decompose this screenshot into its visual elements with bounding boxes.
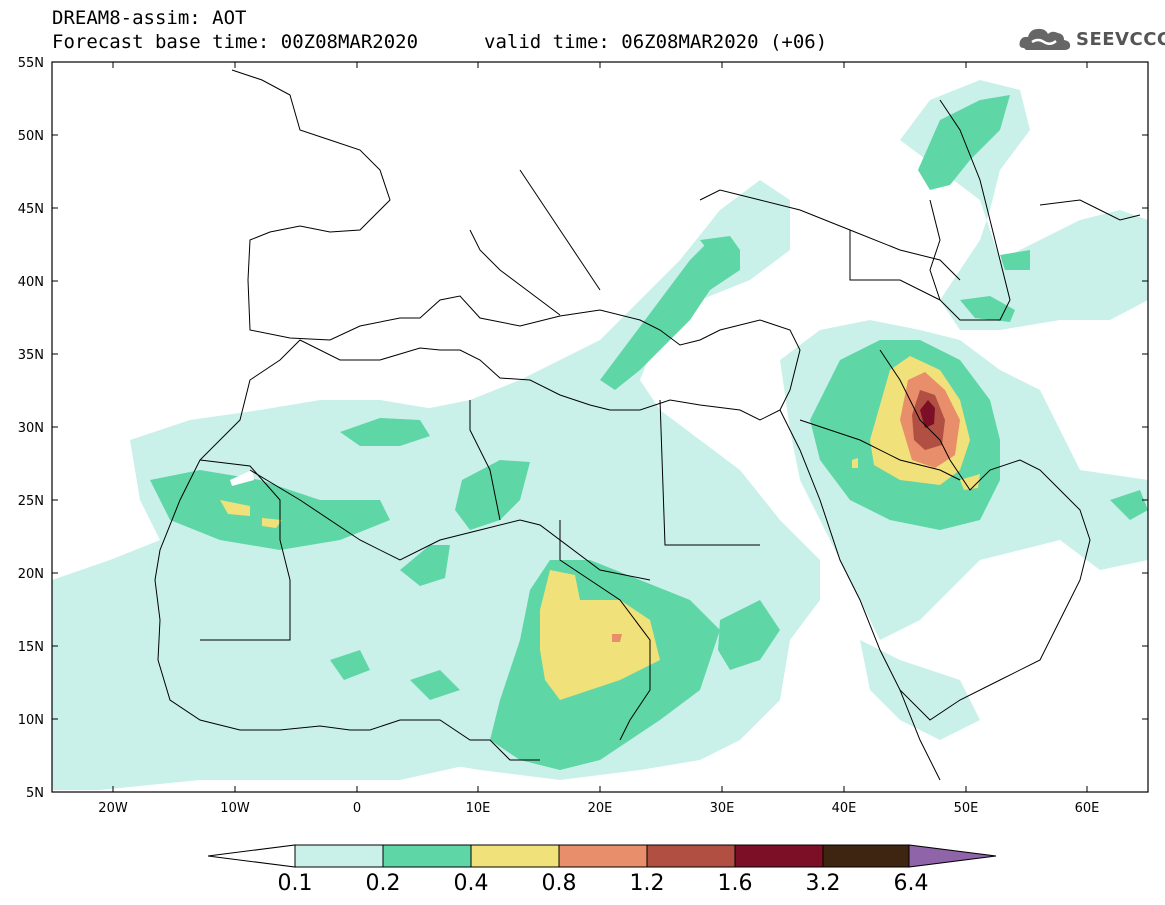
colorbar-labels: 0.1 0.2 0.4 0.8 1.2 1.6 3.2 6.4 <box>278 871 929 896</box>
lon-label: 20E <box>588 801 613 816</box>
lon-label: 40E <box>832 801 857 816</box>
logo-text: SEEVCCC <box>1076 28 1165 50</box>
lon-label: 60E <box>1075 801 1100 816</box>
lon-label: 20W <box>98 801 128 816</box>
base-time-label: Forecast base time: 00Z08MAR2020 <box>52 31 419 53</box>
colorbar-label: 1.2 <box>630 871 665 896</box>
colorbar-label: 0.1 <box>278 871 313 896</box>
colorbar-low-arrow <box>207 844 296 868</box>
colorbar-high-arrow <box>908 844 997 868</box>
lat-label: 15N <box>18 640 44 655</box>
colorbar-segment <box>294 844 384 868</box>
colorbar <box>207 844 997 868</box>
axis-ticks <box>52 61 1148 792</box>
colorbar-segment <box>822 844 910 868</box>
coastlines-borders <box>154 69 1141 781</box>
lat-label: 30N <box>18 421 44 436</box>
colorbar-segment <box>734 844 824 868</box>
colorbar-segment <box>558 844 648 868</box>
seevccc-logo: SEEVCCC <box>1018 24 1165 54</box>
colorbar-label: 0.2 <box>366 871 401 896</box>
lat-label: 35N <box>18 348 44 363</box>
chart-title: DREAM8-assim: AOT <box>52 7 247 29</box>
colorbar-segment <box>470 844 560 868</box>
lat-label: 10N <box>18 713 44 728</box>
colorbar-label: 3.2 <box>806 871 841 896</box>
lat-label: 20N <box>18 567 44 582</box>
lon-label: 10W <box>220 801 250 816</box>
cloud-logo-icon <box>1019 28 1071 50</box>
aot-field <box>52 80 1148 790</box>
lat-label: 50N <box>18 129 44 144</box>
lon-label: 50E <box>954 801 979 816</box>
lon-label: 30E <box>710 801 735 816</box>
latitude-labels: 55N 50N 45N 40N 35N 30N 25N 20N 15N 10N … <box>18 56 44 801</box>
colorbar-segment <box>646 844 736 868</box>
colorbar-label: 1.6 <box>718 871 753 896</box>
colorbar-label: 0.4 <box>454 871 489 896</box>
lat-label: 40N <box>18 275 44 290</box>
lat-label: 5N <box>26 786 44 801</box>
lon-label: 10E <box>466 801 491 816</box>
lat-label: 25N <box>18 494 44 509</box>
lat-label: 45N <box>18 202 44 217</box>
valid-time-label: valid time: 06Z08MAR2020 (+06) <box>484 31 828 53</box>
longitude-labels: 20W 10W 0 10E 20E 30E 40E 50E 60E <box>98 801 1099 816</box>
lon-label: 0 <box>353 801 361 816</box>
colorbar-label: 6.4 <box>894 871 929 896</box>
colorbar-label: 0.8 <box>542 871 577 896</box>
lat-label: 55N <box>18 56 44 71</box>
colorbar-segment <box>382 844 472 868</box>
